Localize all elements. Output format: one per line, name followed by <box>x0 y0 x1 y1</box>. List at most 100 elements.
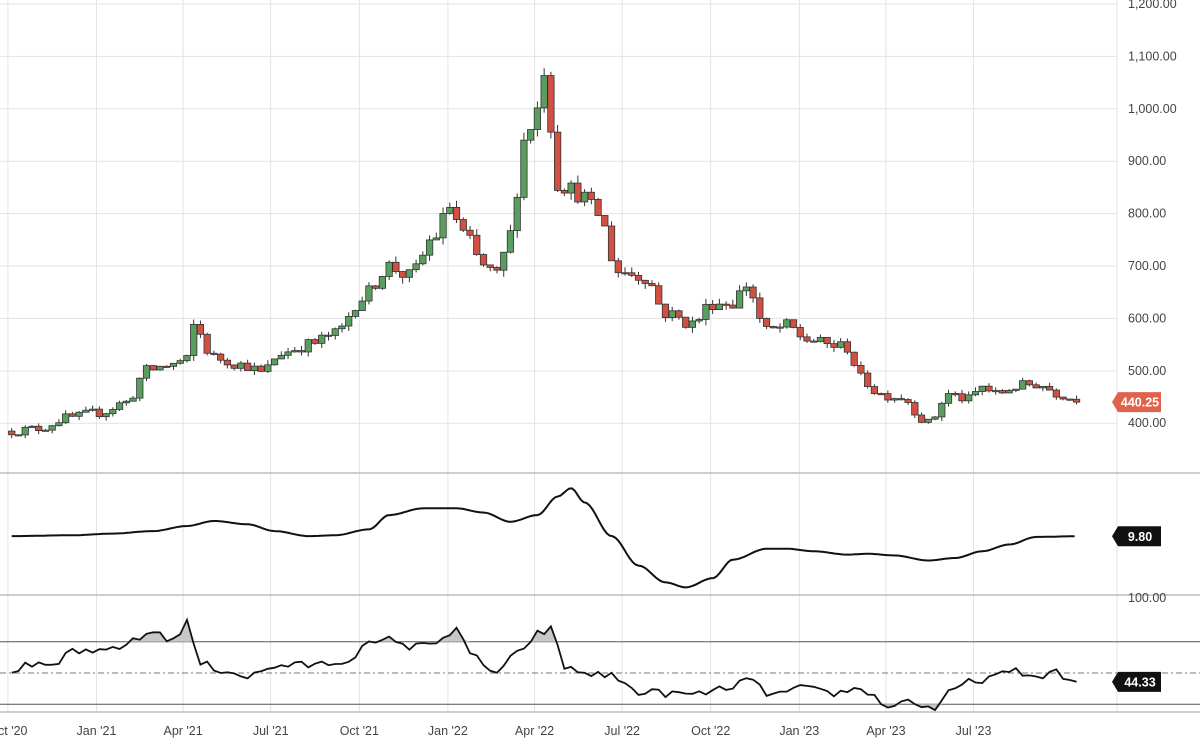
candle-down[interactable] <box>149 365 157 371</box>
candle-up[interactable] <box>783 319 791 328</box>
candle-down[interactable] <box>682 316 690 328</box>
candle-up[interactable] <box>48 425 56 431</box>
candle-up[interactable] <box>142 365 151 379</box>
candle-down[interactable] <box>884 393 892 401</box>
candle-down[interactable] <box>392 261 400 272</box>
candle-up[interactable] <box>419 254 427 265</box>
candle-up[interactable] <box>1039 385 1047 389</box>
candle-down[interactable] <box>223 359 231 366</box>
candle-down[interactable] <box>641 279 649 284</box>
candle-up[interactable] <box>351 310 360 317</box>
candle-down[interactable] <box>1046 385 1054 391</box>
candle-down[interactable] <box>324 334 333 337</box>
candle-up[interactable] <box>270 358 279 366</box>
candle-down[interactable] <box>587 191 595 200</box>
candle-down[interactable] <box>372 285 380 289</box>
candle-down[interactable] <box>628 272 636 276</box>
candle-up[interactable] <box>992 390 1000 393</box>
candle-up[interactable] <box>500 251 508 271</box>
candle-down[interactable] <box>311 339 319 344</box>
candle-down[interactable] <box>709 303 717 310</box>
candle-down[interactable] <box>803 336 811 342</box>
candle-up[interactable] <box>425 239 434 256</box>
candle-down[interactable] <box>163 365 171 368</box>
candle-down[interactable] <box>560 190 568 194</box>
candle-up[interactable] <box>331 328 339 336</box>
candle-up[interactable] <box>109 409 117 415</box>
candle-down[interactable] <box>864 372 872 387</box>
candle-up[interactable] <box>742 286 750 292</box>
candle-up[interactable] <box>513 196 521 232</box>
candle-up[interactable] <box>75 411 83 417</box>
candle-down[interactable] <box>998 390 1007 394</box>
candle-up[interactable] <box>816 336 825 343</box>
candle-down[interactable] <box>958 393 966 402</box>
candle-down[interactable] <box>607 225 616 262</box>
candle-down[interactable] <box>594 199 602 216</box>
candle-down[interactable] <box>621 272 629 275</box>
candle-up[interactable] <box>284 351 292 356</box>
candle-up[interactable] <box>439 213 447 239</box>
candle-up[interactable] <box>944 393 953 404</box>
candle-down[interactable] <box>1072 398 1081 403</box>
candle-down[interactable] <box>297 350 306 353</box>
candle-up[interactable] <box>129 397 137 402</box>
candle-down[interactable] <box>574 182 582 203</box>
candle-down[interactable] <box>257 365 265 372</box>
candle-down[interactable] <box>655 285 663 305</box>
candle-up[interactable] <box>55 422 63 427</box>
candle-up[interactable] <box>156 365 164 371</box>
candle-up[interactable] <box>21 426 29 436</box>
candle-down[interactable] <box>911 402 919 416</box>
candle-up[interactable] <box>169 362 178 367</box>
candle-down[interactable] <box>230 364 238 369</box>
candle-down[interactable] <box>830 343 838 348</box>
candle-down[interactable] <box>722 303 730 306</box>
indicator-pane-2[interactable]: 100.00 <box>0 591 1200 712</box>
candle-up[interactable] <box>378 276 387 289</box>
candle-down[interactable] <box>843 341 852 353</box>
candle-up[interactable] <box>1019 380 1027 390</box>
candle-down[interactable] <box>547 75 555 133</box>
candle-down[interactable] <box>493 267 501 271</box>
candle-up[interactable] <box>931 416 939 420</box>
candle-down[interactable] <box>1066 398 1074 401</box>
candle-down[interactable] <box>823 336 831 345</box>
candle-down[interactable] <box>35 425 43 431</box>
candle-up[interactable] <box>237 362 245 369</box>
candle-up[interactable] <box>250 365 258 372</box>
candle-down[interactable] <box>796 327 804 338</box>
candle-down[interactable] <box>897 398 905 401</box>
candle-down[interactable] <box>459 219 467 231</box>
candle-up[interactable] <box>735 290 744 309</box>
candle-down[interactable] <box>1052 389 1060 398</box>
candle-down[interactable] <box>452 206 461 220</box>
candle-down[interactable] <box>554 131 562 191</box>
candle-up[interactable] <box>190 324 198 356</box>
candle-down[interactable] <box>196 324 205 335</box>
candle-down[interactable] <box>95 408 103 418</box>
candle-up[interactable] <box>668 310 676 319</box>
candle-up[interactable] <box>385 261 393 277</box>
candle-up[interactable] <box>122 400 130 404</box>
candle-down[interactable] <box>217 353 225 361</box>
candle-down[interactable] <box>466 229 474 236</box>
candle-up[interactable] <box>318 334 326 344</box>
candle-up[interactable] <box>837 341 845 348</box>
rsi-line[interactable] <box>11 617 1077 712</box>
candle-up[interactable] <box>28 425 36 428</box>
candle-down[interactable] <box>473 234 481 255</box>
candle-up[interactable] <box>971 391 980 396</box>
candle-up[interactable] <box>776 326 784 329</box>
candle-down[interactable] <box>870 386 878 394</box>
candle-down[interactable] <box>14 434 23 437</box>
candle-up[interactable] <box>924 418 932 423</box>
candle-down[interactable] <box>749 286 757 299</box>
candle-up[interactable] <box>136 377 144 399</box>
candle-down[interactable] <box>210 352 218 355</box>
candle-up[interactable] <box>715 303 723 310</box>
candle-up[interactable] <box>62 413 70 424</box>
candle-up[interactable] <box>277 354 285 360</box>
candle-down[interactable] <box>985 385 993 392</box>
